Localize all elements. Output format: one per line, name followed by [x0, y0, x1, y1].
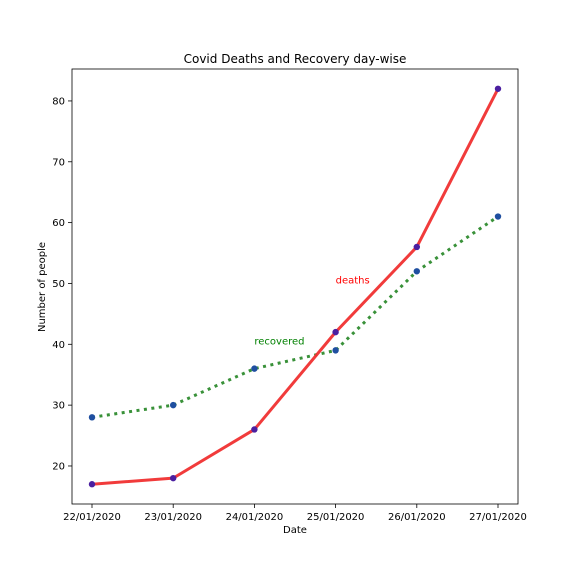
data-point-deaths — [251, 426, 258, 433]
series-layer — [88, 85, 502, 488]
y-tick-label: 20 — [52, 461, 65, 472]
series-line-deaths — [91, 88, 500, 486]
y-tick-label: 70 — [52, 157, 65, 168]
x-tick-label: 24/01/2020 — [226, 512, 284, 523]
x-tick-label: 25/01/2020 — [307, 512, 365, 523]
plot-area-frame — [71, 68, 519, 505]
data-point-recovered — [170, 401, 177, 409]
chart-title: Covid Deaths and Recovery day-wise — [184, 52, 407, 66]
data-point-recovered — [251, 365, 258, 372]
data-point-deaths — [88, 481, 96, 488]
y-axis-ticks: 20 30 40 50 60 70 80 — [52, 96, 72, 472]
data-point-deaths — [494, 85, 502, 92]
data-point-deaths — [332, 328, 339, 336]
x-axis-label: Date — [283, 525, 307, 536]
data-point-deaths — [413, 243, 420, 251]
y-axis-label: Number of people — [37, 242, 48, 332]
x-tick-label: 26/01/2020 — [388, 512, 446, 523]
y-tick-label: 40 — [52, 340, 65, 351]
y-tick-label: 60 — [52, 218, 65, 229]
x-tick-label: 27/01/2020 — [469, 512, 527, 523]
series-line-recovered — [91, 215, 499, 419]
x-axis-ticks: 22/01/2020 23/01/2020 24/01/2020 25/01/2020… — [63, 504, 527, 523]
data-point-recovered — [413, 268, 420, 275]
x-tick-label: 23/01/2020 — [144, 512, 202, 523]
y-tick-label: 30 — [52, 401, 65, 412]
data-point-recovered — [332, 347, 339, 354]
data-point-recovered — [494, 213, 502, 220]
annotation-layer: deaths recovered — [254, 275, 369, 347]
annotation-deaths: deaths — [336, 275, 370, 286]
data-point-deaths — [170, 474, 177, 482]
x-tick-label: 22/01/2020 — [63, 512, 121, 523]
y-tick-label: 80 — [52, 96, 65, 107]
y-tick-label: 50 — [52, 279, 65, 290]
data-point-recovered — [88, 414, 96, 421]
annotation-recovered: recovered — [254, 336, 304, 347]
